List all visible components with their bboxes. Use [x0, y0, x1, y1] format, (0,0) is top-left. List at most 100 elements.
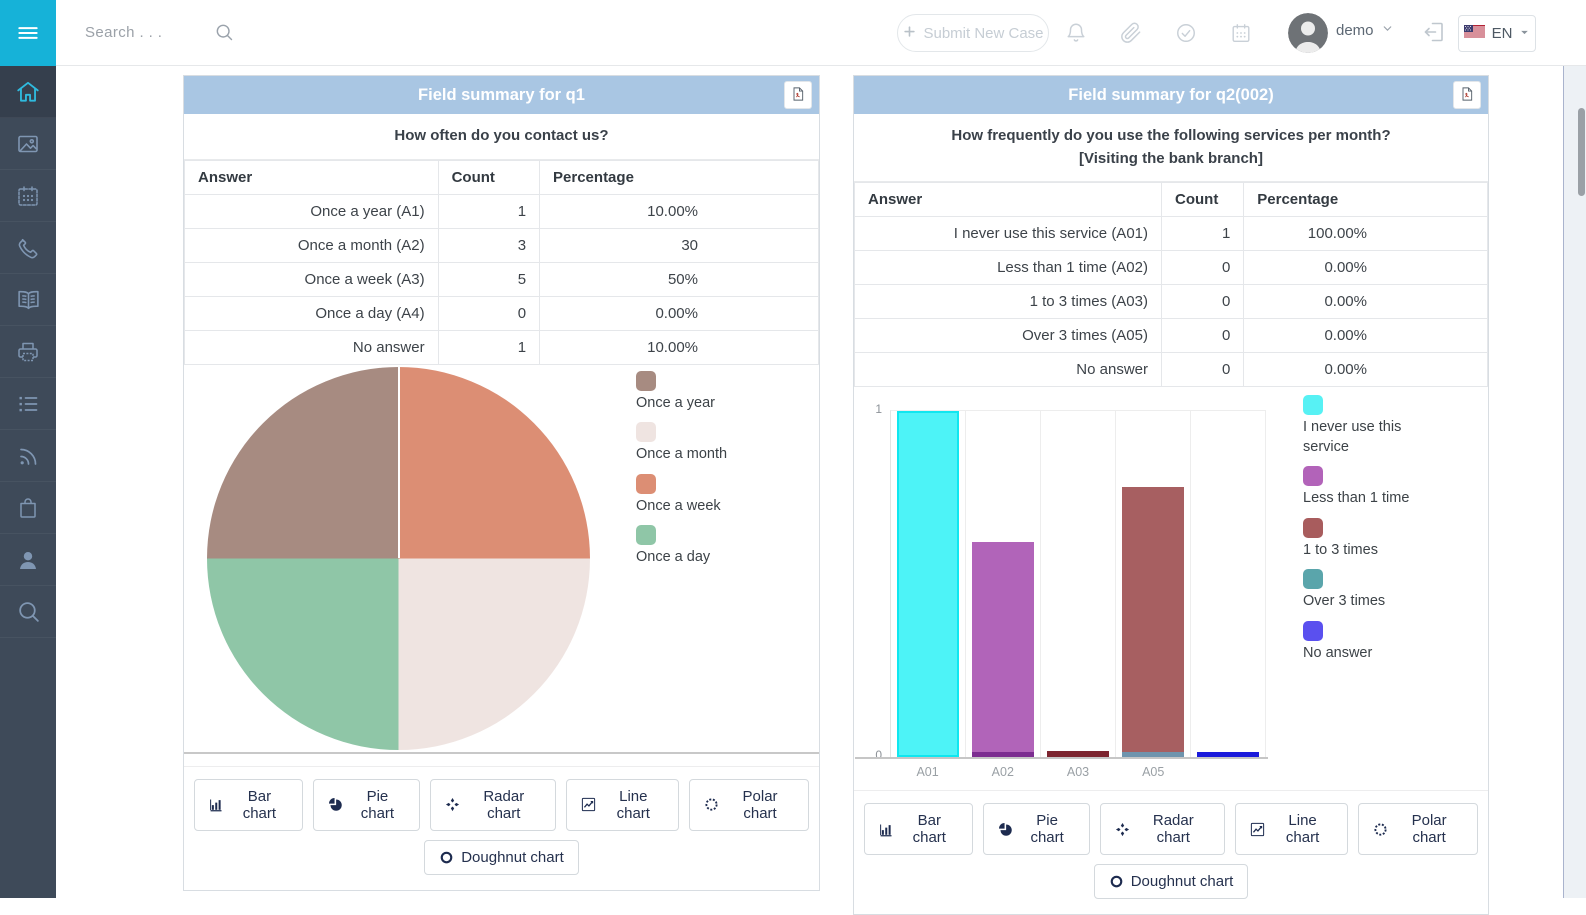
pdf-export-icon: [1459, 86, 1475, 105]
bar-slot-a02: [966, 411, 1041, 757]
x-axis-labels: A01 A02 A03 A05: [890, 765, 1266, 779]
x-tick-label: A05: [1142, 765, 1165, 779]
line-chart-button[interactable]: Line chart: [565, 778, 680, 831]
pie-chart: Once a year Once a month Once a week Once a…: [184, 365, 819, 754]
sidebar-item-phone[interactable]: [0, 222, 56, 274]
legend-swatch: [1303, 395, 1323, 415]
table-row: Once a year (A1) 1 10.00%: [184, 193, 819, 229]
language-selector[interactable]: EN: [1458, 15, 1536, 52]
sidebar-item-bag[interactable]: [0, 482, 56, 534]
bell-icon[interactable]: [1065, 22, 1087, 44]
scrollbar-track[interactable]: [1563, 66, 1586, 898]
legend-label: No answer: [1303, 644, 1373, 661]
chart-button-label: Line chart: [616, 787, 650, 822]
pie-chart-button[interactable]: Pie chart: [982, 803, 1090, 855]
bar-slot-a03: [1041, 411, 1116, 757]
logout-icon[interactable]: [1422, 20, 1446, 44]
legend-item-1-to-3-times: 1 to 3 times: [1303, 517, 1435, 561]
x-axis-line: [855, 757, 1268, 759]
user-menu[interactable]: demo: [1336, 22, 1394, 39]
legend-swatch: [1303, 569, 1323, 590]
table-cell: 0.00%: [1243, 352, 1488, 387]
username: demo: [1336, 22, 1374, 39]
doughnut-chart-button[interactable]: Doughnut chart: [424, 839, 579, 875]
pie-chart-button[interactable]: Pie chart: [312, 778, 421, 831]
bar-no-answer: [1197, 751, 1259, 757]
scrollbar-thumb[interactable]: [1578, 108, 1585, 196]
table-cell: 0: [1160, 284, 1245, 319]
image-icon: [16, 132, 40, 156]
legend-label: Once a day: [636, 549, 711, 566]
legend-swatch: [1303, 466, 1323, 487]
sidebar-item-book[interactable]: [0, 274, 56, 326]
submit-new-case-button[interactable]: Submit New Case: [897, 14, 1049, 52]
question-line: [Visiting the bank branch]: [1079, 149, 1263, 167]
table-row: Once a month (A2) 3 30: [184, 227, 819, 263]
panel-q2: Field summary for q2(002) How frequently…: [853, 75, 1489, 915]
summary-table-wrap: Answer Count Percentage I never use this se…: [854, 182, 1488, 387]
column-header-answer: Answer: [854, 182, 1162, 217]
chart-button-label: Pie chart: [360, 787, 395, 822]
doughnut-chart-icon: [439, 850, 454, 865]
chart-button-label: Line chart: [1285, 812, 1320, 846]
radar-chart-button[interactable]: Radar chart: [1099, 803, 1225, 855]
column-header-percentage: Percentage: [1243, 182, 1488, 217]
bar-chart-button[interactable]: Bar chart: [864, 803, 973, 855]
radar-chart-icon: [445, 797, 460, 812]
bar-legend: I never use this service Less than 1 time…: [1303, 395, 1435, 672]
sidebar-item-image[interactable]: [0, 118, 56, 170]
check-circle-icon[interactable]: [1175, 22, 1197, 44]
polar-chart-button[interactable]: Polar chart: [689, 778, 810, 831]
question-line: How often do you contact us?: [394, 127, 609, 144]
table-row: Once a day (A4) 0 0.00%: [184, 295, 819, 331]
sidebar-item-user[interactable]: [0, 534, 56, 586]
topbar: Search . . . Submit New Case demo EN: [56, 0, 1586, 66]
sidebar-toggle-button[interactable]: [0, 0, 56, 66]
phone-icon: [16, 236, 40, 260]
table-cell: 0.00%: [539, 295, 819, 331]
calendar-icon: [16, 184, 40, 208]
caret-down-icon: [1519, 25, 1530, 42]
legend-item-once-a-week: Once a week: [636, 473, 796, 517]
panel-q1-title: Field summary for q1: [418, 85, 585, 104]
sidebar-nav: [0, 66, 56, 638]
table-cell: Once a day (A4): [184, 295, 439, 331]
legend-item-once-a-year: Once a year: [636, 370, 796, 414]
export-pdf-button[interactable]: [784, 81, 812, 109]
radar-chart-button[interactable]: Radar chart: [430, 778, 556, 831]
pie-chart-canvas: [207, 366, 590, 750]
sidebar-item-printer[interactable]: [0, 326, 56, 378]
sidebar-item-calendar[interactable]: [0, 170, 56, 222]
summary-table: Answer Count Percentage Once a year (A1) 1 10…: [184, 159, 819, 365]
sidebar-item-search[interactable]: [0, 586, 56, 638]
sidebar-item-list[interactable]: [0, 378, 56, 430]
sidebar-item-home[interactable]: [0, 66, 56, 118]
doughnut-chart-button[interactable]: Doughnut chart: [1093, 864, 1249, 899]
panel-q1-header: Field summary for q1: [184, 76, 819, 114]
export-pdf-button[interactable]: [1453, 81, 1481, 109]
chevron-down-icon: [1381, 22, 1394, 39]
calendar-icon[interactable]: [1230, 22, 1252, 44]
polar-chart-icon: [704, 797, 719, 812]
bar-chart-button[interactable]: Bar chart: [194, 778, 303, 831]
chart-type-buttons: Bar chart Pie chart Radar chart Line chart P…: [854, 790, 1488, 914]
question-text: How often do you contact us?: [184, 114, 819, 160]
paperclip-icon[interactable]: [1120, 22, 1142, 44]
y-axis-tick: 0: [875, 748, 882, 762]
sidebar-item-rss[interactable]: [0, 430, 56, 482]
polar-chart-button[interactable]: Polar chart: [1358, 803, 1478, 855]
table-header-row: Answer Count Percentage: [854, 182, 1488, 217]
table-cell: 1: [437, 193, 541, 229]
search-input[interactable]: Search . . .: [85, 0, 285, 65]
summary-table: Answer Count Percentage I never use this se…: [854, 182, 1488, 387]
line-chart-button[interactable]: Line chart: [1234, 803, 1349, 855]
avatar[interactable]: [1288, 13, 1328, 53]
legend-item-no-answer: No answer: [1303, 620, 1435, 664]
legend-item-less-than-1-time: Less than 1 time: [1303, 466, 1435, 509]
legend-label: Once a year: [636, 394, 715, 411]
column-header-count: Count: [437, 159, 541, 195]
bar-chart-icon: [879, 822, 894, 837]
pie-segment-divider: [397, 366, 400, 558]
search-icon[interactable]: [214, 22, 234, 42]
chart-button-row: Bar chart Pie chart Radar chart Line chart P…: [194, 778, 810, 831]
